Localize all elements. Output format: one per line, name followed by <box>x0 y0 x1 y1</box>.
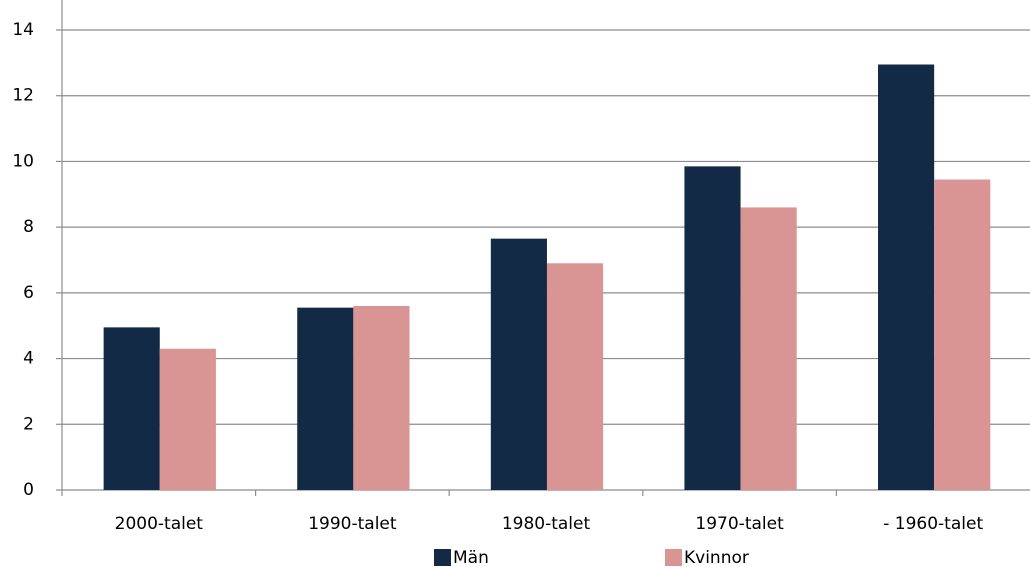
y-tick-label: 0 <box>23 480 34 500</box>
y-tick-label: 12 <box>12 86 34 106</box>
x-tick-label: 1970-talet <box>695 514 784 534</box>
bar <box>546 263 604 490</box>
y-tick-label: 14 <box>12 20 34 40</box>
y-tick-label: 8 <box>23 217 34 237</box>
bar <box>740 207 797 490</box>
x-tick-label: 2000-talet <box>115 514 204 534</box>
x-tick-label: 1990-talet <box>308 514 397 534</box>
legend-swatch <box>665 549 682 566</box>
bar <box>103 327 160 490</box>
y-tick-label: 10 <box>12 151 34 171</box>
legend-label: Män <box>453 548 489 567</box>
legend-label: Kvinnor <box>684 548 749 567</box>
y-tick-label: 2 <box>23 414 34 434</box>
bar <box>684 166 741 490</box>
bar <box>353 306 410 490</box>
bar <box>159 348 216 490</box>
bar <box>297 307 354 490</box>
bar <box>490 238 547 490</box>
bar <box>934 179 991 490</box>
y-tick-label: 6 <box>23 283 34 303</box>
x-tick-label: - 1960-talet <box>883 514 983 534</box>
bar <box>878 64 935 490</box>
x-tick-label: 1980-talet <box>502 514 591 534</box>
legend-swatch <box>434 549 451 566</box>
y-tick-label: 4 <box>23 349 34 369</box>
